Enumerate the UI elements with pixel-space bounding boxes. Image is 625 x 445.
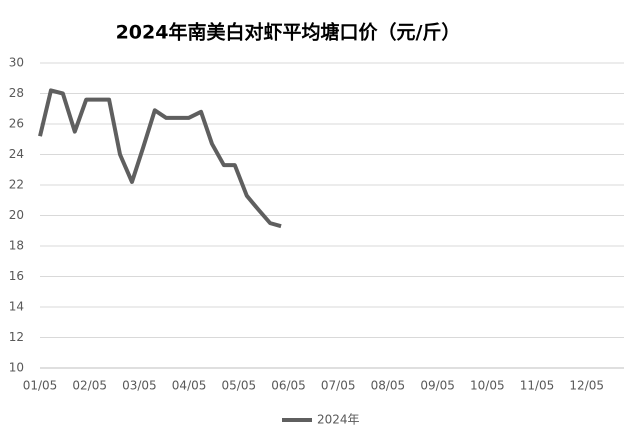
x-tick-label: 03/05 [122,379,157,393]
data-line [38,88,282,229]
x-tick-label: 12/05 [569,379,604,393]
chart-title: 2024年南美白对虾平均塘口价（元/斤） [116,21,461,44]
y-tick-label: 18 [9,239,24,253]
x-tick-label: 10/05 [470,379,505,393]
x-tick-label: 07/05 [321,379,356,393]
y-tick-label: 16 [9,269,24,283]
x-tick-label: 05/05 [222,379,257,393]
x-tick-label: 06/05 [271,379,306,393]
y-tick-label: 22 [9,178,24,192]
y-tick-label: 20 [9,208,24,222]
x-tick-label: 02/05 [72,379,107,393]
y-tick-label: 30 [9,56,24,70]
legend-label: 2024年 [317,413,360,427]
x-tick-label: 01/05 [23,379,58,393]
y-tick-label: 26 [9,117,24,131]
y-tick-label: 12 [9,330,24,344]
x-tick-label: 09/05 [420,379,455,393]
y-tick-label: 14 [9,300,24,314]
x-tick-label: 11/05 [520,379,555,393]
x-tick-label: 08/05 [371,379,406,393]
y-tick-label: 24 [9,147,24,161]
y-tick-label: 10 [9,361,24,375]
y-tick-label: 28 [9,86,24,100]
x-tick-label: 04/05 [172,379,207,393]
